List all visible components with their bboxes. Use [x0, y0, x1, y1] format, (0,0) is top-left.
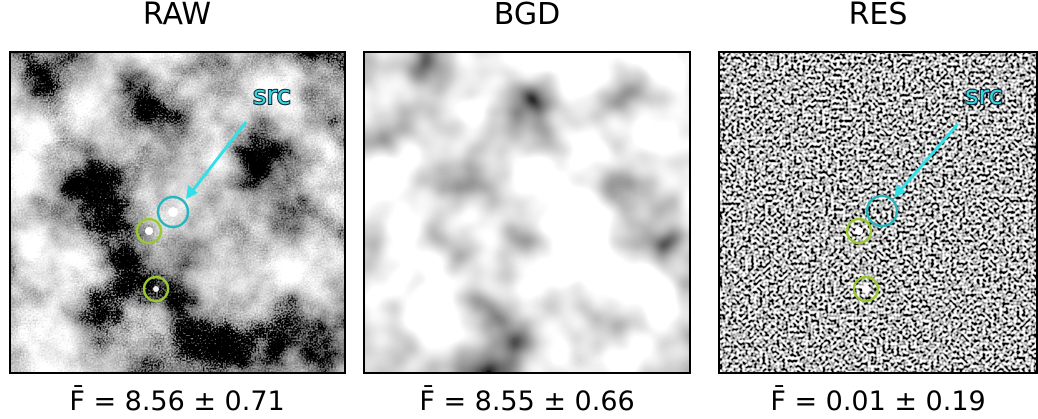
panel-title: BGD [494, 0, 560, 32]
figure: RAW src F̄ = 8.56 ± 0.71 BGD F̄ = 8.55 ±… [0, 0, 1038, 419]
source [855, 227, 863, 235]
panel-title: RES [849, 0, 908, 32]
source [168, 207, 178, 217]
statistic: F̄ = 0.01 ± 0.19 [770, 385, 985, 417]
annotation: src [253, 81, 291, 111]
statistic: F̄ = 8.55 ± 0.66 [419, 385, 634, 417]
source [862, 285, 870, 293]
source [145, 227, 153, 235]
panel-title: RAW [143, 0, 211, 32]
annotation: src [965, 81, 1003, 111]
bgd-image [364, 52, 690, 373]
source [153, 286, 159, 292]
statistic: F̄ = 8.56 ± 0.71 [69, 385, 284, 417]
